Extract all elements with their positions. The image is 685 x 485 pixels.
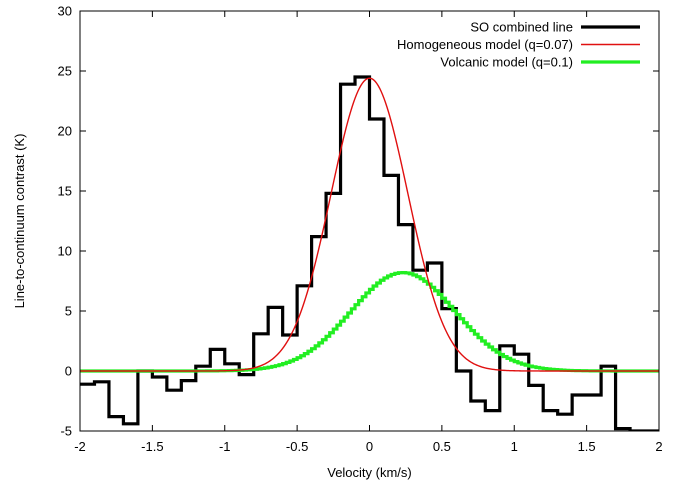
volcanic-model-line	[80, 271, 659, 373]
so-combined-line	[80, 75, 659, 431]
y-tick-label: 10	[58, 244, 72, 259]
y-axis-label: Line-to-continuum contrast (K)	[12, 134, 27, 309]
homogeneous-model-line	[80, 77, 659, 372]
x-tick-label: 0	[366, 439, 373, 454]
x-tick-label: 1	[511, 439, 518, 454]
plot-series	[80, 75, 659, 431]
x-axis-label: Velocity (km/s)	[327, 465, 412, 480]
legend-label: Volcanic model (q=0.1)	[440, 55, 573, 70]
legend-label: SO combined line	[470, 20, 573, 35]
plot-frame	[79, 10, 660, 432]
legend-label: Homogeneous model (q=0.07)	[397, 37, 573, 52]
y-tick-label: 0	[65, 364, 72, 379]
y-tick-label: -5	[60, 424, 72, 439]
x-tick-label: -1	[219, 439, 231, 454]
x-tick-label: -0.5	[286, 439, 308, 454]
y-tick-label: 25	[58, 64, 72, 79]
x-tick-label: 0.5	[433, 439, 451, 454]
x-tick-label: 2	[655, 439, 662, 454]
y-tick-label: 5	[65, 304, 72, 319]
x-tick-label: -2	[74, 439, 86, 454]
x-ticks: -2 -1.5 -1 -0.5 0 0.5 1 1.5 2	[74, 11, 663, 454]
x-tick-label: -1.5	[141, 439, 163, 454]
y-tick-label: 20	[58, 124, 72, 139]
y-tick-label: 30	[58, 4, 72, 19]
y-tick-label: 15	[58, 184, 72, 199]
x-tick-label: 1.5	[578, 439, 596, 454]
legend: SO combined line Homogeneous model (q=0.0…	[397, 20, 640, 70]
